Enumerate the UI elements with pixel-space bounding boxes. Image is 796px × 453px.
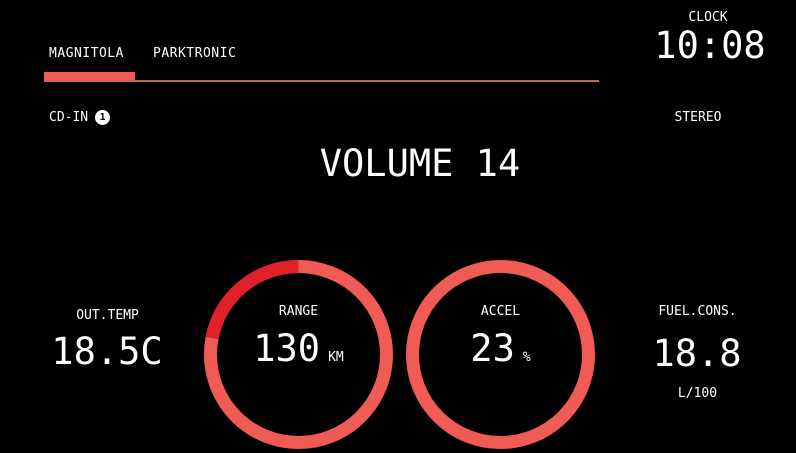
fuel-cons-unit: L/100	[677, 386, 718, 401]
accel-label: ACCEL	[480, 304, 521, 319]
range-gauge-ring	[204, 260, 393, 449]
range-readout: 130 KM	[201, 327, 396, 370]
range-value: 130	[253, 327, 321, 370]
tab-active-indicator	[44, 72, 135, 81]
range-label: RANGE	[278, 304, 319, 319]
fuel-cons-label: FUEL.CONS.	[658, 304, 737, 319]
disc-number-badge: 1	[95, 110, 111, 125]
tab-underline-track	[44, 80, 599, 82]
volume-display: VOLUME 14	[319, 142, 521, 185]
tab-parktronic[interactable]: PARKTRONIC	[153, 46, 237, 61]
out-temp-label: OUT.TEMP	[76, 308, 139, 323]
out-temp-value: 18.5C	[51, 330, 163, 373]
tab-magnitola[interactable]: MAGNITOLA	[49, 46, 124, 61]
audio-source[interactable]: CD-IN 1	[49, 110, 111, 125]
audio-mode: STEREO	[674, 110, 722, 125]
fuel-cons-value: 18.8	[652, 332, 742, 375]
range-unit: KM	[328, 350, 344, 365]
accel-readout: 23%	[403, 327, 598, 370]
accel-gauge: ACCEL 23%	[403, 257, 598, 452]
accel-value: 23	[470, 327, 515, 370]
accel-unit: %	[522, 350, 531, 365]
range-gauge: RANGE 130 KM	[201, 257, 396, 452]
source-label: CD-IN	[49, 110, 89, 125]
accel-gauge-ring	[406, 260, 595, 449]
clock-time: 10:08	[654, 24, 766, 67]
clock-label: CLOCK	[688, 10, 728, 25]
